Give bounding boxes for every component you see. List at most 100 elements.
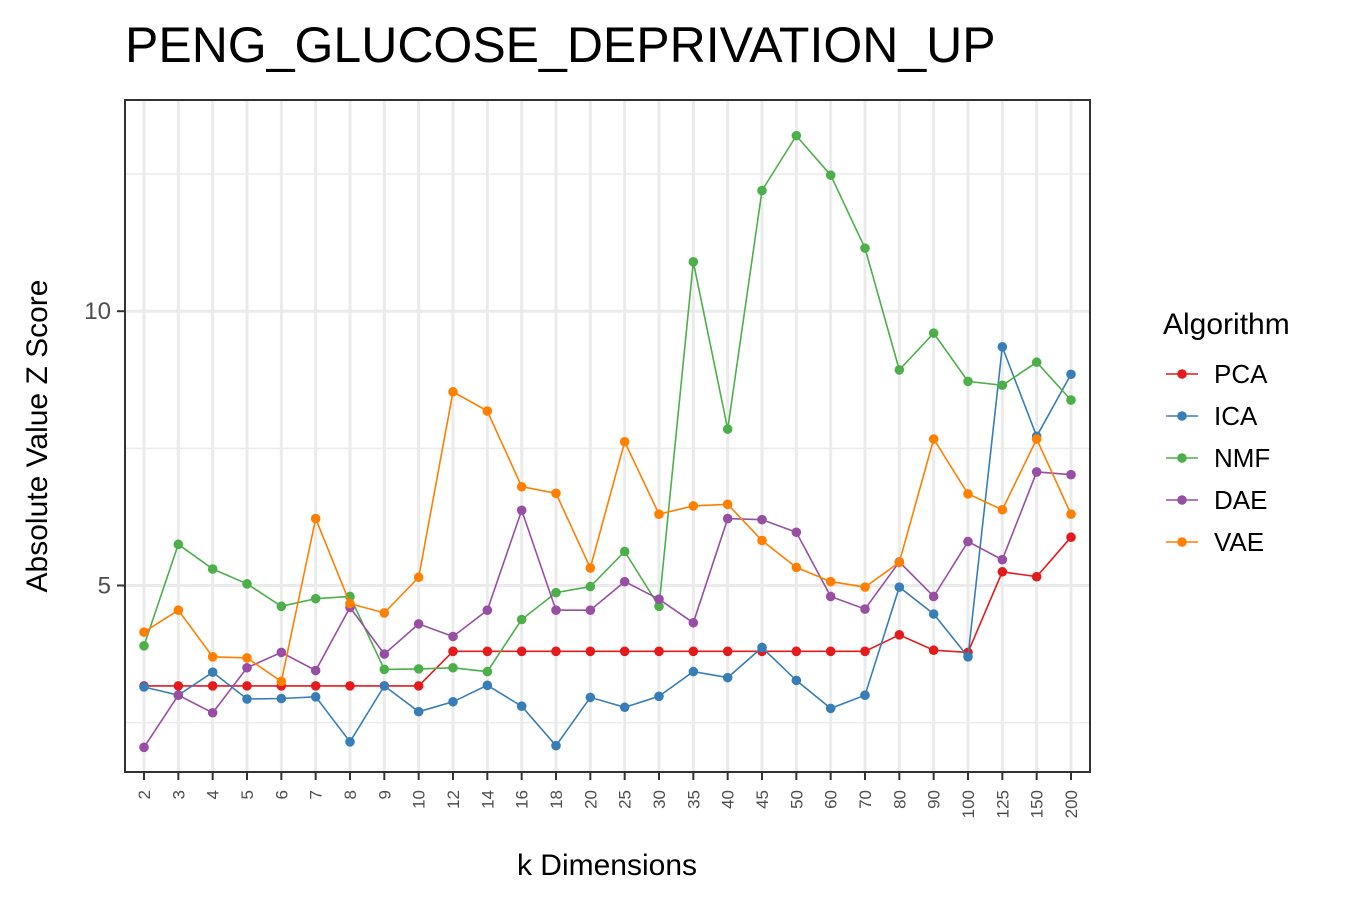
data-point-vae — [1031, 434, 1042, 444]
x-tick-label: 35 — [684, 790, 703, 809]
x-tick-label: 2 — [135, 790, 154, 799]
data-point-ica — [276, 693, 287, 704]
data-point-ica — [997, 342, 1008, 352]
series-vae — [139, 387, 1076, 687]
data-point-ica — [516, 701, 527, 711]
data-point-dae — [310, 665, 321, 676]
data-point-vae — [242, 653, 252, 663]
data-point-dae — [276, 647, 287, 658]
data-point-vae — [551, 488, 561, 499]
data-point-nmf — [894, 365, 905, 375]
data-point-ica — [894, 582, 905, 592]
data-point-vae — [997, 504, 1008, 515]
data-point-ica — [654, 691, 664, 702]
x-tick-label: 7 — [307, 790, 326, 799]
data-point-vae — [482, 406, 493, 416]
series-line-pca — [144, 536, 1072, 687]
data-point-vae — [173, 605, 184, 615]
data-point-vae — [585, 563, 596, 573]
data-point-nmf — [551, 587, 561, 598]
data-point-dae — [791, 527, 802, 538]
data-point-vae — [1066, 509, 1076, 519]
data-point-nmf — [654, 601, 664, 612]
data-point-dae — [619, 576, 630, 587]
grid — [125, 100, 1090, 772]
data-point-dae — [997, 554, 1008, 565]
data-point-dae — [242, 662, 252, 673]
data-point-ica — [139, 682, 149, 692]
data-point-dae — [722, 513, 733, 524]
data-point-ica — [1066, 369, 1076, 380]
x-tick-label: 60 — [822, 790, 841, 809]
data-point-vae — [688, 501, 699, 511]
data-point-pca — [654, 646, 664, 657]
data-point-nmf — [997, 380, 1008, 391]
data-point-pca — [310, 681, 321, 691]
x-tick-label: 18 — [547, 790, 566, 809]
x-tick-label: 16 — [513, 790, 532, 809]
data-point-ica — [722, 672, 733, 683]
data-point-nmf — [585, 581, 596, 592]
data-point-pca — [1066, 532, 1076, 543]
legend-swatch-point — [1177, 411, 1187, 421]
data-point-nmf — [928, 328, 939, 338]
data-point-dae — [654, 594, 664, 604]
legend-label-ica: ICA — [1214, 401, 1258, 431]
data-point-vae — [413, 572, 424, 583]
legend-label-dae: DAE — [1214, 485, 1267, 515]
x-tick-label: 14 — [478, 790, 497, 809]
x-tick-label: 90 — [925, 790, 944, 809]
data-point-ica — [310, 692, 321, 702]
x-tick-label: 20 — [581, 790, 600, 809]
data-point-vae — [757, 535, 767, 546]
chart-title: PENG_GLUCOSE_DEPRIVATION_UP — [125, 17, 996, 73]
legend-item-nmf: NMF — [1166, 443, 1270, 473]
data-point-dae — [413, 619, 424, 629]
x-tick-label: 200 — [1062, 790, 1081, 818]
data-point-nmf — [722, 424, 733, 434]
data-point-vae — [516, 481, 527, 492]
x-tick-label: 8 — [341, 790, 360, 799]
data-point-pca — [413, 681, 424, 691]
data-point-nmf — [207, 564, 218, 574]
data-point-dae — [928, 591, 939, 602]
data-point-vae — [448, 387, 458, 397]
data-point-nmf — [825, 170, 836, 180]
x-tick-label: 30 — [650, 790, 669, 809]
data-point-nmf — [791, 130, 802, 141]
data-point-pca — [928, 645, 939, 656]
data-point-vae — [345, 598, 355, 609]
data-point-nmf — [413, 664, 424, 674]
data-point-dae — [379, 649, 390, 659]
data-point-pca — [585, 646, 596, 657]
data-point-pca — [516, 646, 527, 657]
data-point-pca — [345, 681, 355, 691]
data-point-dae — [139, 742, 149, 753]
x-tick-label: 125 — [993, 790, 1012, 818]
data-point-pca — [173, 681, 184, 691]
data-point-vae — [928, 434, 939, 444]
data-point-ica — [242, 694, 252, 704]
data-point-dae — [860, 604, 870, 614]
data-point-ica — [860, 690, 870, 700]
legend-swatch-point — [1177, 453, 1187, 463]
data-point-dae — [173, 690, 184, 700]
data-point-nmf — [1031, 357, 1042, 368]
data-point-nmf — [757, 185, 767, 196]
data-point-nmf — [173, 539, 184, 550]
data-point-pca — [1031, 571, 1042, 582]
series-layer — [139, 130, 1076, 753]
data-point-ica — [482, 680, 493, 691]
data-point-ica — [688, 666, 699, 677]
data-point-pca — [825, 646, 836, 657]
data-point-dae — [448, 631, 458, 642]
legend: Algorithm PCA ICA NMF DAE VAE — [1163, 308, 1290, 557]
legend-title: Algorithm — [1163, 308, 1290, 341]
y-axis-title: Absolute Value Z Score — [21, 280, 54, 593]
data-point-nmf — [963, 376, 973, 387]
data-point-vae — [276, 676, 287, 687]
data-point-pca — [448, 646, 458, 657]
data-point-dae — [963, 536, 973, 547]
